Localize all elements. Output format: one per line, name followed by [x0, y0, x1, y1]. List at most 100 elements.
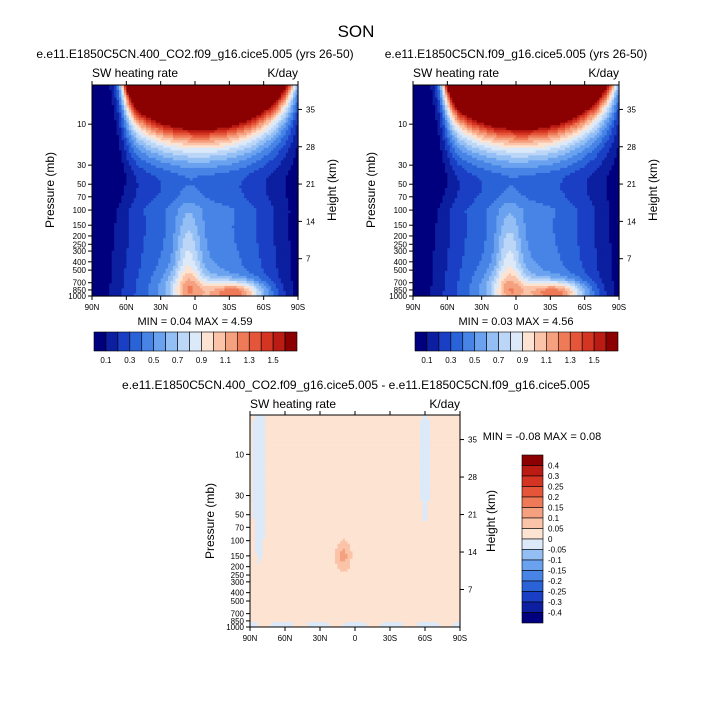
- contour-cell: [437, 130, 444, 134]
- colorbar-swatch: [557, 331, 571, 352]
- contour-cell: [427, 508, 461, 512]
- contour-cell: [413, 270, 434, 274]
- contour-cell: [199, 190, 243, 194]
- contour-cell: [616, 102, 620, 106]
- contour-cell: [444, 270, 461, 274]
- contour-cell: [109, 285, 125, 290]
- contour-cell: [192, 235, 201, 239]
- contour-cell: [560, 167, 581, 171]
- contour-cell: [278, 105, 282, 109]
- contour-cell: [599, 125, 603, 129]
- contour-cell: [285, 190, 299, 194]
- contour-cell: [128, 230, 147, 234]
- contour-cell: [459, 278, 473, 282]
- contour-cell: [177, 245, 184, 249]
- contour-cell: [257, 553, 264, 557]
- contour-cell: [413, 255, 434, 259]
- contour-cell: [195, 243, 201, 247]
- contour-cell: [202, 253, 211, 257]
- contour-cell: [437, 85, 441, 89]
- contour-cell: [565, 127, 571, 131]
- contour-cell: [153, 273, 164, 277]
- panel-2-ylabel-right: Height (km): [646, 159, 660, 221]
- contour-cell: [118, 203, 132, 207]
- contour-cell: [442, 150, 448, 154]
- contour-cell: [427, 515, 461, 520]
- contour-cell: [538, 165, 569, 169]
- contour-cell: [204, 290, 211, 295]
- contour-cell: [447, 92, 451, 96]
- contour-cell: [516, 135, 529, 139]
- contour-cell: [278, 135, 284, 139]
- contour-cell: [128, 120, 132, 124]
- contour-cell: [128, 218, 147, 222]
- contour-cell: [92, 225, 115, 229]
- contour-cell: [555, 243, 578, 247]
- contour-cell: [190, 265, 199, 269]
- contour-cell: [236, 130, 245, 134]
- contour-cell: [207, 243, 238, 247]
- contour-cell: [275, 167, 292, 171]
- contour-cell: [579, 280, 588, 285]
- contour-cell: [293, 283, 299, 287]
- contour-cell: [288, 100, 292, 104]
- y-tick-label: 30: [77, 161, 86, 170]
- contour-cell: [187, 285, 194, 290]
- contour-cell: [155, 265, 169, 269]
- contour-cell: [565, 195, 591, 199]
- contour-cell: [614, 102, 618, 106]
- contour-cell: [283, 105, 287, 109]
- contour-cell: [594, 208, 610, 212]
- contour-cell: [123, 120, 127, 124]
- contour-cell: [180, 293, 184, 297]
- contour-cell: [606, 125, 610, 129]
- contour-cell: [447, 185, 461, 189]
- contour-cell: [265, 425, 421, 429]
- contour-cell: [530, 275, 551, 280]
- contour-cell: [202, 255, 211, 259]
- contour-cell: [143, 122, 147, 126]
- contour-cell: [250, 548, 256, 552]
- contour-cell: [501, 268, 507, 272]
- contour-cell: [187, 290, 194, 295]
- contour-cell: [266, 162, 282, 166]
- contour-cell: [170, 125, 233, 129]
- contour-cell: [444, 115, 448, 119]
- contour-cell: [118, 205, 132, 209]
- contour-cell: [547, 135, 561, 139]
- contour-cell: [422, 505, 429, 509]
- contour-cell: [265, 493, 421, 497]
- contour-cell: [293, 120, 299, 124]
- contour-cell: [484, 245, 495, 249]
- contour-cell: [444, 92, 448, 96]
- contour-cell: [413, 235, 436, 239]
- contour-cell: [491, 255, 497, 259]
- contour-cell: [464, 238, 488, 242]
- contour-cell: [158, 285, 167, 290]
- contour-cell: [263, 165, 279, 169]
- colorbar-label: 0.4: [548, 462, 560, 471]
- contour-cell: [486, 280, 493, 285]
- contour-cell: [604, 135, 610, 139]
- contour-cell: [278, 150, 289, 154]
- contour-cell: [111, 250, 127, 254]
- contour-cell: [123, 273, 140, 277]
- contour-cell: [606, 195, 620, 199]
- contour-cell: [484, 273, 493, 277]
- contour-cell: [172, 135, 194, 139]
- contour-cell: [594, 215, 610, 219]
- contour-cell: [476, 195, 500, 199]
- contour-cell: [479, 288, 488, 292]
- contour-cell: [182, 293, 203, 297]
- contour-cell: [449, 130, 453, 134]
- contour-cell: [520, 245, 529, 249]
- contour-cell: [489, 205, 502, 209]
- contour-cell: [582, 157, 596, 161]
- contour-cell: [577, 288, 581, 292]
- contour-cell: [498, 280, 502, 285]
- contour-cell: [126, 152, 132, 156]
- contour-cell: [192, 238, 201, 242]
- contour-cell: [516, 263, 522, 267]
- contour-cell: [288, 105, 292, 109]
- panel-2-left-label: SW heating rate: [413, 66, 499, 80]
